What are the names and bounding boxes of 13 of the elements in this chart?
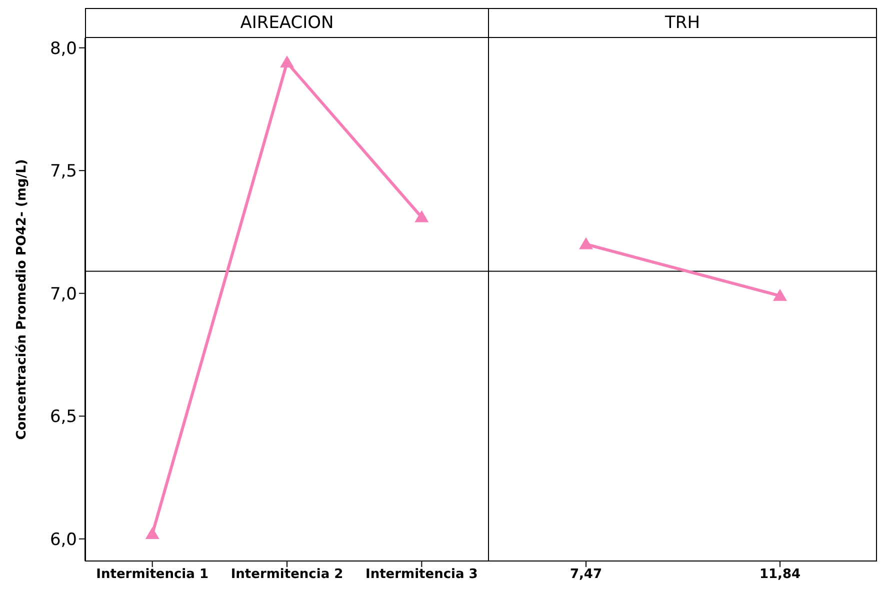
- y-axis-title: Concentración Promedio PO42- (mg/L): [14, 159, 30, 440]
- x-tick-label: Intermitencia 3: [366, 567, 478, 582]
- x-tick-label: Intermitencia 2: [230, 567, 344, 582]
- x-tick-label: 7,47: [570, 567, 602, 582]
- y-tick-label: 7,5: [50, 162, 77, 182]
- y-tick-label: 8,0: [50, 38, 77, 59]
- x-tick-label: 11,84: [759, 567, 801, 582]
- y-tick-label: 6,0: [50, 530, 77, 550]
- y-tick-label: 6,5: [50, 407, 77, 428]
- chart-title: AIREACION: [85, 8, 489, 38]
- x-tick-label: Intermitencia 1: [96, 567, 208, 582]
- chart-title: TRH: [489, 8, 877, 38]
- y-tick-label: 7,0: [50, 284, 77, 304]
